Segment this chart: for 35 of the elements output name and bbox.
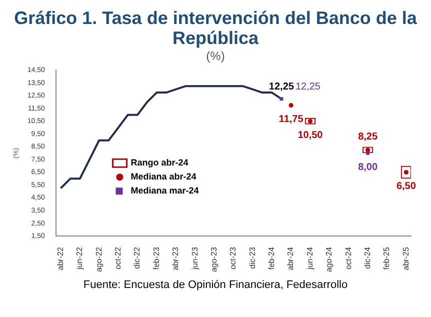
data-label: 6,50 bbox=[396, 181, 416, 192]
x-tick-label: oct-24 bbox=[344, 246, 353, 270]
chart-subtitle: (%) bbox=[205, 49, 226, 63]
legend-label: Mediana abr-24 bbox=[130, 172, 196, 182]
data-label: 11,75 bbox=[278, 114, 304, 126]
point bbox=[288, 102, 294, 108]
x-tick-label: abr-23 bbox=[171, 246, 180, 270]
x-tick-label: oct-22 bbox=[114, 246, 122, 270]
x-tick-label: abr-24 bbox=[286, 246, 296, 270]
data-label: 10,50 bbox=[298, 130, 324, 141]
x-tick-label: feb-23 bbox=[152, 246, 161, 270]
x-tick-label: feb-25 bbox=[382, 246, 392, 270]
x-tick-label: abr-25 bbox=[401, 246, 410, 270]
legend-label: Rango abr-24 bbox=[130, 158, 188, 168]
x-tick-label: feb-24 bbox=[267, 246, 276, 270]
x-tick-label: ago-22 bbox=[94, 246, 104, 272]
data-label: 12,25 bbox=[268, 82, 294, 93]
x-tick-label: jun-23 bbox=[190, 246, 200, 270]
x-tick-label: abr-22 bbox=[56, 246, 65, 270]
data-label: 8,25 bbox=[358, 132, 378, 143]
data-label: 12,25 bbox=[295, 82, 321, 93]
x-tick-label: ago-24 bbox=[324, 246, 334, 272]
point bbox=[366, 151, 370, 155]
point bbox=[280, 97, 284, 101]
legend-label: Mediana mar-24 bbox=[130, 186, 199, 196]
chart-title: Gráfico 1. Tasa de intervención del Banco de la República bbox=[13, 8, 418, 48]
x-tick-label: dic-23 bbox=[248, 246, 257, 269]
x-tick-label: oct-23 bbox=[228, 246, 238, 270]
x-tick-label: dic-22 bbox=[132, 246, 142, 269]
x-tick-label: jun-24 bbox=[305, 246, 314, 270]
source-note: Fuente: Encuesta de Opinión Financiera, Fedesarrollo bbox=[82, 279, 349, 291]
x-tick-label: ago-23 bbox=[209, 246, 218, 272]
x-tick-label: jun-22 bbox=[75, 246, 84, 270]
x-tick-label: dic-24 bbox=[363, 246, 372, 269]
data-label: 8,00 bbox=[358, 162, 378, 173]
